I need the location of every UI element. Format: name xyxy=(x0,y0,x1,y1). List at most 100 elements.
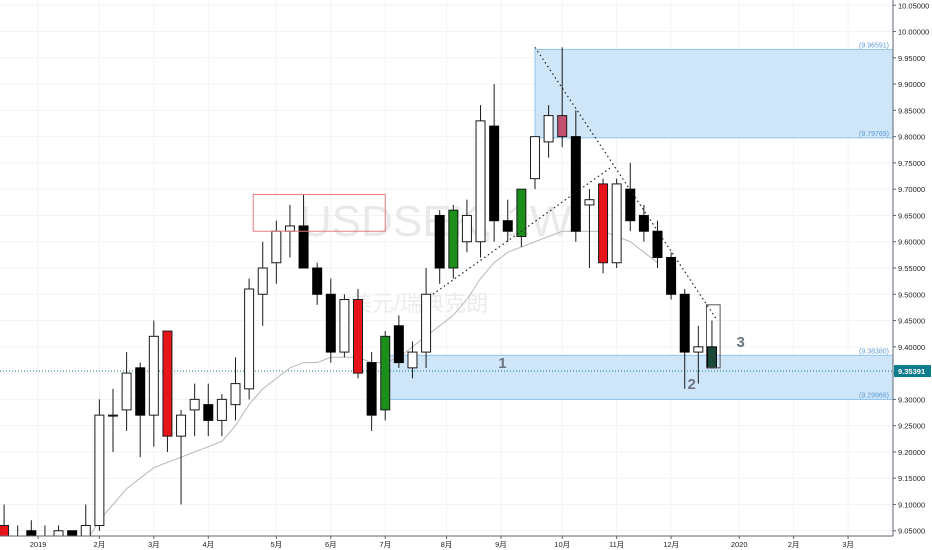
candle-body xyxy=(693,346,704,353)
time-tick-label: 2月 xyxy=(94,540,106,549)
candle xyxy=(570,110,581,242)
price-tick-label: 10.00000 xyxy=(898,28,929,37)
candle xyxy=(529,136,540,190)
candle-body xyxy=(189,398,200,411)
time-tick-label: 9月 xyxy=(495,540,507,549)
supply-zone-bottom-label: (9.79769) xyxy=(859,131,889,138)
trendline xyxy=(432,167,611,295)
price-tick-label: 9.75000 xyxy=(898,159,925,168)
name-watermark: 美元/瑞典克朗 xyxy=(350,291,488,316)
trendline xyxy=(534,46,718,321)
price-tick-label: 10.05000 xyxy=(898,1,929,10)
candle-body xyxy=(529,136,540,180)
candle-body xyxy=(26,530,37,537)
candle xyxy=(448,204,459,279)
candle xyxy=(312,262,323,305)
candle xyxy=(461,199,472,253)
candle-body xyxy=(543,115,554,143)
candle-body xyxy=(135,367,146,416)
candle-body xyxy=(312,267,323,295)
candle-body xyxy=(203,404,214,421)
projection-box xyxy=(706,304,721,369)
price-tick-label: 9.30000 xyxy=(898,395,925,404)
candle-body xyxy=(434,214,445,269)
time-tick-label: 11月 xyxy=(609,540,624,549)
candle-body xyxy=(271,230,282,264)
price-axis[interactable]: 10.05000 10.00000 9.95000 9.90000 9.85000 9.8… xyxy=(892,0,932,550)
candle xyxy=(94,399,105,531)
candle-body xyxy=(489,125,500,222)
candle xyxy=(516,188,527,247)
candle xyxy=(638,204,649,242)
time-tick-label: 8月 xyxy=(441,540,453,549)
price-tick-label: 9.40000 xyxy=(898,343,925,352)
price-axis-bg xyxy=(893,0,932,550)
candle-body xyxy=(94,414,105,526)
candle-body xyxy=(107,414,118,417)
time-axis[interactable]: 2019 2月 3月 4月 5月 6月 7月 8月 9月 10月 11月 12月 2020 2月 3月 xyxy=(0,535,932,550)
candle xyxy=(257,241,268,326)
candle xyxy=(339,294,350,358)
candle-body xyxy=(298,225,309,269)
supply-zone xyxy=(534,48,894,139)
candle xyxy=(203,383,214,437)
demand-zone-top-label: (9.38380) xyxy=(859,348,889,355)
candle-body xyxy=(598,183,609,264)
zones: (9.96591) (9.79769) (9.38380) (9.29968) xyxy=(0,42,894,401)
candle xyxy=(189,383,200,437)
candle-body xyxy=(638,214,649,232)
candle xyxy=(543,105,554,158)
candle xyxy=(693,325,704,384)
candle xyxy=(393,315,404,368)
candle-body xyxy=(666,256,677,295)
candle xyxy=(598,178,609,274)
current-price-label: 9.35391 xyxy=(898,367,925,376)
candle xyxy=(353,289,364,379)
price-tick-label: 9.95000 xyxy=(898,54,925,63)
highlight-box xyxy=(252,193,386,232)
price-tick-label: 9.55000 xyxy=(898,264,925,273)
time-tick-label: 5月 xyxy=(271,540,283,549)
candle xyxy=(148,320,159,447)
time-tick-label: 12月 xyxy=(663,540,679,549)
price-tick-label: 9.65000 xyxy=(898,211,925,220)
time-axis-bg xyxy=(0,536,932,550)
candle-body xyxy=(121,372,132,411)
candle-body xyxy=(584,199,595,206)
candle-body xyxy=(502,220,513,232)
candle-body xyxy=(570,136,581,232)
candle-body xyxy=(516,188,527,237)
candle-body xyxy=(611,183,622,264)
candle xyxy=(666,252,677,300)
candle xyxy=(434,210,445,284)
candle xyxy=(298,194,309,269)
price-tick-label: 9.05000 xyxy=(898,527,925,536)
time-tick-label: 2020 xyxy=(731,540,748,549)
time-tick-label: 10月 xyxy=(554,540,570,549)
time-tick-label: 6月 xyxy=(325,540,337,549)
candle xyxy=(244,278,255,400)
time-tick-label: 2019 xyxy=(30,540,47,549)
annotations: 1 2 3 xyxy=(498,334,745,393)
candle xyxy=(475,105,486,258)
candle xyxy=(625,162,636,232)
candle xyxy=(107,388,118,452)
time-tick-label: 7月 xyxy=(379,540,391,549)
candle xyxy=(421,268,432,368)
candle xyxy=(502,199,513,242)
price-tick-label: 9.70000 xyxy=(898,185,925,194)
candle xyxy=(380,331,391,421)
candle xyxy=(584,189,595,268)
candle-body xyxy=(557,115,568,138)
candle-body xyxy=(475,120,486,243)
candle-body xyxy=(625,188,636,222)
candle-body xyxy=(448,209,459,269)
candle-body xyxy=(162,330,173,437)
annotation-label: 1 xyxy=(498,355,506,372)
price-tick-label: 9.15000 xyxy=(898,474,925,483)
candle xyxy=(176,409,187,505)
supply-zone-top-label: (9.96591) xyxy=(859,42,889,49)
candles xyxy=(0,47,717,550)
price-tick-label: 9.25000 xyxy=(898,422,925,431)
